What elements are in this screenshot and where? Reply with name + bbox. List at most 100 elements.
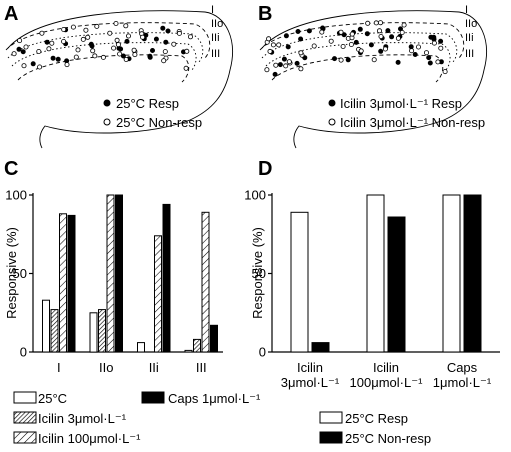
lamina-label-b-4: III (465, 48, 474, 60)
x-category-label: 1μmol·L⁻¹ (433, 375, 492, 390)
panel-b: B I IIo IIi III Icilin 3μmol·L⁻¹ Resp Ic… (258, 3, 487, 149)
non-responsive-neuron-marker (111, 45, 117, 51)
responsive-neuron-marker (285, 44, 291, 50)
non-responsive-neuron-marker (75, 47, 81, 53)
neuron-markers-a (11, 20, 193, 71)
non-responsive-neuron-marker (123, 57, 129, 63)
bar (442, 194, 461, 353)
x-category-label: I (57, 360, 61, 375)
legend-d-swatch-solid (319, 431, 343, 444)
responsive-neuron-marker (30, 61, 36, 67)
responsive-neuron-marker (163, 39, 169, 45)
panel-c-letter: C (4, 158, 18, 180)
chart-c: 0 50 100 I IIo IIi III (5, 188, 223, 375)
bar (42, 299, 50, 353)
non-responsive-neuron-marker (349, 31, 355, 37)
lamina-label-a-3: IIi (211, 32, 220, 44)
lamina-label-b-1: I (465, 4, 468, 16)
legend-c-label-icilin-3: Icilin 3μmol·L⁻¹ (38, 411, 127, 426)
x-category-label: Icilin (373, 360, 399, 375)
lamina-label-a-2: IIo (211, 18, 223, 30)
non-responsive-neuron-marker (358, 48, 364, 54)
non-responsive-neuron-marker (338, 57, 344, 63)
panel-c: C Responsive (%) 0 50 100 I IIo IIi III 25°C C… (4, 158, 261, 446)
non-responsive-neuron-marker (90, 48, 96, 54)
responsive-neuron-marker (147, 54, 153, 60)
non-responsive-neuron-marker (184, 48, 190, 54)
non-responsive-neuron-marker (187, 34, 193, 40)
non-responsive-neuron-marker (17, 38, 23, 44)
non-responsive-neuron-marker (264, 67, 270, 73)
lamina-label-b-3: IIi (465, 32, 474, 44)
lamina-label-a-4: III (211, 48, 220, 60)
responsive-neuron-marker (368, 42, 374, 48)
legend-b-resp-label: Icilin 3μmol·L⁻¹ Resp (340, 96, 462, 111)
non-responsive-neuron-marker (94, 23, 100, 29)
legend-b-filled-marker (328, 99, 336, 107)
responsive-neuron-marker (298, 36, 304, 42)
responsive-neuron-marker (44, 39, 50, 45)
responsive-neuron-marker (385, 28, 391, 34)
legend-c-swatch-solid (141, 391, 165, 404)
non-responsive-neuron-marker (377, 20, 383, 26)
panel-d-letter: D (258, 158, 272, 180)
responsive-neuron-marker (320, 25, 326, 31)
non-responsive-neuron-marker (376, 28, 382, 34)
panel-b-letter: B (258, 3, 272, 25)
legend-b-open-marker (328, 118, 336, 126)
non-responsive-neuron-marker (266, 36, 272, 42)
bar (290, 211, 309, 353)
responsive-neuron-marker (357, 26, 363, 32)
non-responsive-neuron-marker (328, 38, 334, 44)
bar (366, 194, 385, 353)
bar (115, 194, 123, 353)
legend-a-resp-label: 25°C Resp (116, 96, 179, 111)
responsive-neuron-marker (55, 56, 61, 62)
non-responsive-neuron-marker (126, 33, 132, 39)
responsive-neuron-marker (306, 28, 312, 34)
non-responsive-neuron-marker (161, 58, 167, 64)
responsive-neuron-marker (295, 28, 301, 34)
x-category-label: IIo (99, 360, 113, 375)
non-responsive-neuron-marker (298, 66, 304, 72)
y-tick-label: 100 (5, 188, 27, 203)
x-category-label: Icilin (297, 360, 323, 375)
responsive-neuron-marker (272, 71, 278, 77)
non-responsive-neuron-marker (399, 29, 405, 35)
bar (311, 342, 330, 353)
responsive-neuron-marker (364, 31, 370, 37)
legend-a-open-marker (103, 118, 111, 126)
non-responsive-neuron-marker (64, 62, 70, 68)
legend-c-swatch-open (13, 391, 37, 404)
non-responsive-neuron-marker (140, 34, 146, 40)
legend-c: 25°C Caps 1μmol·L⁻¹ Icilin 3μmol·L⁻¹ Ici… (13, 391, 261, 446)
responsive-neuron-marker (412, 52, 418, 58)
bar (50, 309, 59, 353)
non-responsive-neuron-marker (117, 51, 123, 57)
non-responsive-neuron-marker (373, 20, 379, 26)
legend-d: 25°C Resp 25°C Non-resp (319, 411, 431, 446)
non-responsive-neuron-marker (123, 23, 129, 29)
y-tick-label: 50 (252, 266, 266, 281)
legend-d-label-resp: 25°C Resp (345, 411, 408, 426)
non-responsive-neuron-marker (23, 44, 29, 50)
non-responsive-neuron-marker (49, 40, 55, 46)
non-responsive-neuron-marker (423, 50, 429, 56)
non-responsive-neuron-marker (162, 49, 168, 55)
y-tick-label: 0 (259, 345, 266, 360)
responsive-neuron-marker (389, 34, 395, 40)
non-responsive-neuron-marker (115, 42, 121, 48)
responsive-neuron-marker (88, 41, 94, 47)
y-tick-label: 50 (13, 266, 27, 281)
legend-c-label-icilin-100: Icilin 100μmol·L⁻¹ (38, 431, 141, 446)
non-responsive-neuron-marker (340, 44, 346, 50)
legend-b: Icilin 3μmol·L⁻¹ Resp Icilin 3μmol·L⁻¹ N… (328, 96, 485, 130)
legend-c-swatch-sparse-hatch (13, 431, 37, 444)
responsive-neuron-marker (50, 55, 56, 61)
responsive-neuron-marker (294, 60, 300, 66)
non-responsive-neuron-marker (114, 37, 120, 43)
non-responsive-neuron-marker (431, 40, 437, 46)
chart-d-y-axis-label: Responsive (%) (250, 227, 265, 319)
bar (210, 324, 218, 353)
non-responsive-neuron-marker (113, 20, 119, 26)
